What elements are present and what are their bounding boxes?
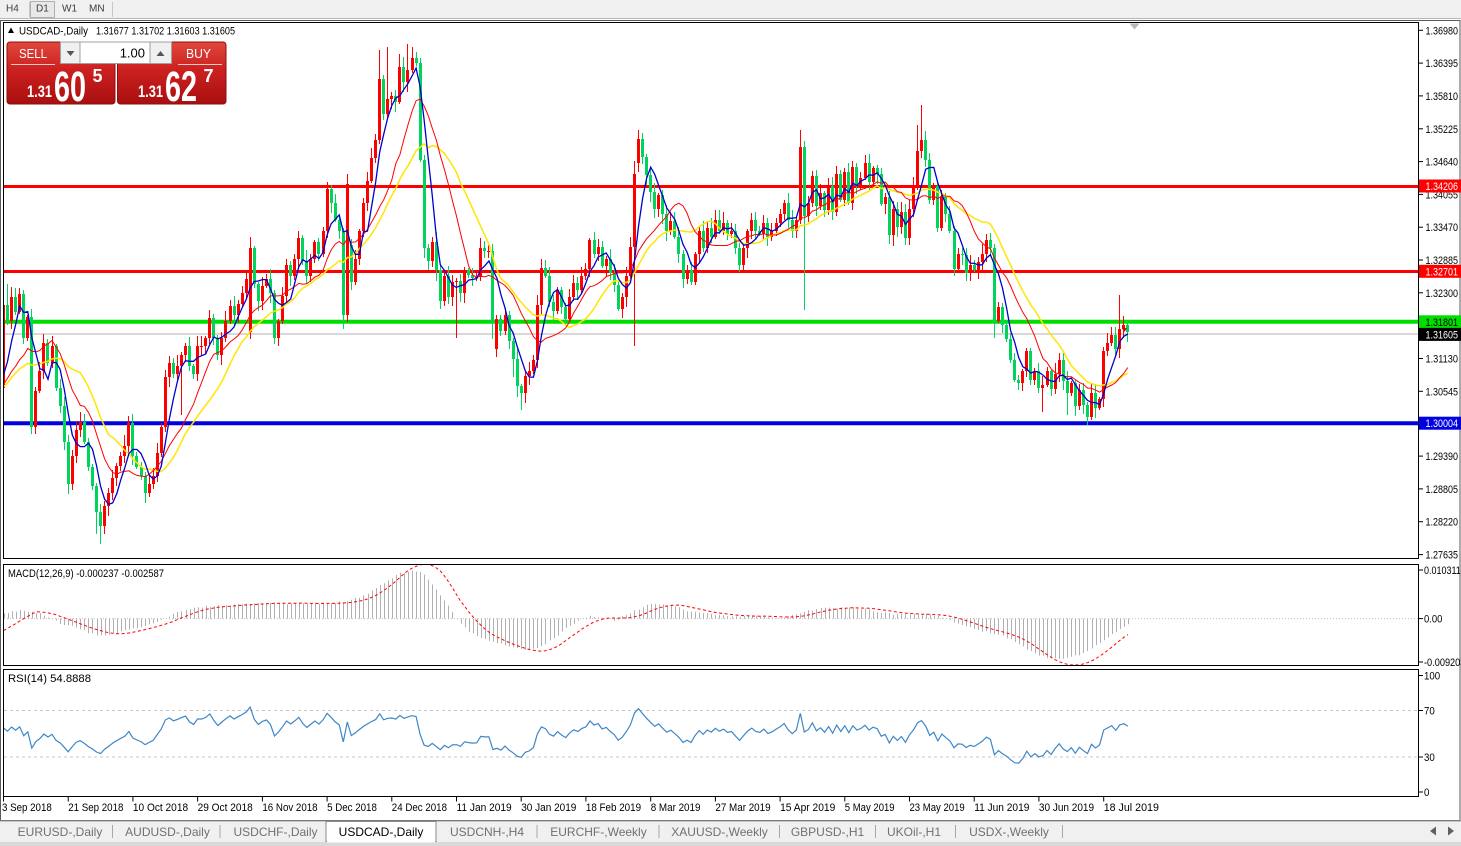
svg-text:BUY: BUY [186, 46, 211, 61]
svg-text:1.31: 1.31 [138, 82, 163, 101]
svg-text:GBPUSD-,H1: GBPUSD-,H1 [791, 825, 865, 839]
svg-text:16 Nov 2018: 16 Nov 2018 [262, 802, 317, 814]
svg-text:18 Jul 2019: 18 Jul 2019 [1104, 802, 1159, 814]
svg-text:0: 0 [1424, 787, 1429, 799]
svg-text:EURUSD-,Daily: EURUSD-,Daily [18, 825, 103, 839]
svg-text:1.31677 1.31702 1.31603 1.3160: 1.31677 1.31702 1.31603 1.31605 [96, 26, 235, 38]
svg-text:1.34640: 1.34640 [1426, 157, 1459, 169]
svg-text:1.27635: 1.27635 [1426, 550, 1459, 562]
svg-text:USDCNH-,H4: USDCNH-,H4 [450, 825, 524, 839]
svg-text:1.35810: 1.35810 [1426, 91, 1459, 103]
svg-text:29 Oct 2018: 29 Oct 2018 [198, 802, 253, 814]
svg-text:USDCHF-,Daily: USDCHF-,Daily [234, 825, 318, 839]
svg-text:MN: MN [89, 4, 105, 15]
svg-text:AUDUSD-,Daily: AUDUSD-,Daily [125, 825, 210, 839]
svg-text:3 Sep 2018: 3 Sep 2018 [2, 802, 52, 814]
svg-text:1.28220: 1.28220 [1426, 517, 1459, 529]
svg-text:30 Jun 2019: 30 Jun 2019 [1039, 802, 1094, 814]
svg-text:60: 60 [54, 63, 86, 111]
svg-text:62: 62 [165, 63, 197, 111]
svg-text:SELL: SELL [19, 46, 47, 61]
svg-text:30 Jan 2019: 30 Jan 2019 [521, 802, 576, 814]
svg-text:-0.009203: -0.009203 [1424, 657, 1461, 669]
svg-text:USDCAD-,Daily: USDCAD-,Daily [19, 26, 88, 38]
svg-text:1.36395: 1.36395 [1426, 58, 1459, 70]
svg-text:0.00: 0.00 [1424, 614, 1442, 626]
svg-text:7: 7 [204, 66, 214, 86]
svg-text:1.31801: 1.31801 [1426, 317, 1459, 329]
svg-text:21 Sep 2018: 21 Sep 2018 [68, 802, 123, 814]
svg-text:1.31130: 1.31130 [1426, 354, 1459, 366]
svg-text:5 May 2019: 5 May 2019 [845, 802, 895, 814]
svg-text:XAUUSD-,Weekly: XAUUSD-,Weekly [671, 825, 767, 839]
svg-text:UKOil-,H1: UKOil-,H1 [887, 825, 941, 839]
svg-text:H4: H4 [6, 4, 19, 15]
svg-text:MACD(12,26,9) -0.000237 -0.002: MACD(12,26,9) -0.000237 -0.002587 [8, 568, 164, 580]
svg-text:24 Dec 2018: 24 Dec 2018 [392, 802, 447, 814]
svg-text:1.28805: 1.28805 [1426, 484, 1459, 496]
svg-text:0.010311: 0.010311 [1424, 565, 1461, 577]
svg-text:1.30545: 1.30545 [1426, 386, 1459, 398]
svg-text:15 Apr 2019: 15 Apr 2019 [780, 802, 835, 814]
svg-text:5: 5 [93, 66, 103, 86]
svg-text:1.33470: 1.33470 [1426, 222, 1459, 234]
svg-text:USDX-,Weekly: USDX-,Weekly [969, 825, 1049, 839]
svg-text:1.35225: 1.35225 [1426, 124, 1459, 136]
svg-text:11 Jan 2019: 11 Jan 2019 [457, 802, 512, 814]
svg-text:1.00: 1.00 [120, 46, 145, 61]
svg-text:8 Mar 2019: 8 Mar 2019 [651, 802, 701, 814]
svg-text:11 Jun 2019: 11 Jun 2019 [974, 802, 1029, 814]
svg-text:1.36980: 1.36980 [1426, 25, 1459, 37]
svg-text:23 May 2019: 23 May 2019 [910, 802, 965, 814]
svg-text:10 Oct 2018: 10 Oct 2018 [133, 802, 188, 814]
svg-text:USDCAD-,Daily: USDCAD-,Daily [339, 825, 424, 839]
svg-text:30: 30 [1424, 752, 1435, 764]
svg-text:27 Mar 2019: 27 Mar 2019 [715, 802, 770, 814]
svg-text:5 Dec 2018: 5 Dec 2018 [327, 802, 377, 814]
svg-text:W1: W1 [62, 4, 77, 15]
svg-text:EURCHF-,Weekly: EURCHF-,Weekly [550, 825, 646, 839]
svg-text:1.32885: 1.32885 [1426, 255, 1459, 267]
svg-text:1.34206: 1.34206 [1426, 181, 1459, 193]
svg-text:1.31: 1.31 [27, 82, 52, 101]
svg-text:1.31605: 1.31605 [1426, 329, 1459, 341]
svg-text:70: 70 [1424, 706, 1435, 718]
svg-text:100: 100 [1424, 671, 1440, 683]
svg-text:1.32300: 1.32300 [1426, 288, 1459, 300]
svg-text:18 Feb 2019: 18 Feb 2019 [586, 802, 641, 814]
svg-text:1.30004: 1.30004 [1426, 418, 1459, 430]
svg-text:1.29390: 1.29390 [1426, 451, 1459, 463]
svg-text:RSI(14) 54.8888: RSI(14) 54.8888 [8, 673, 91, 685]
svg-text:1.32701: 1.32701 [1426, 266, 1459, 278]
svg-text:D1: D1 [36, 4, 49, 15]
